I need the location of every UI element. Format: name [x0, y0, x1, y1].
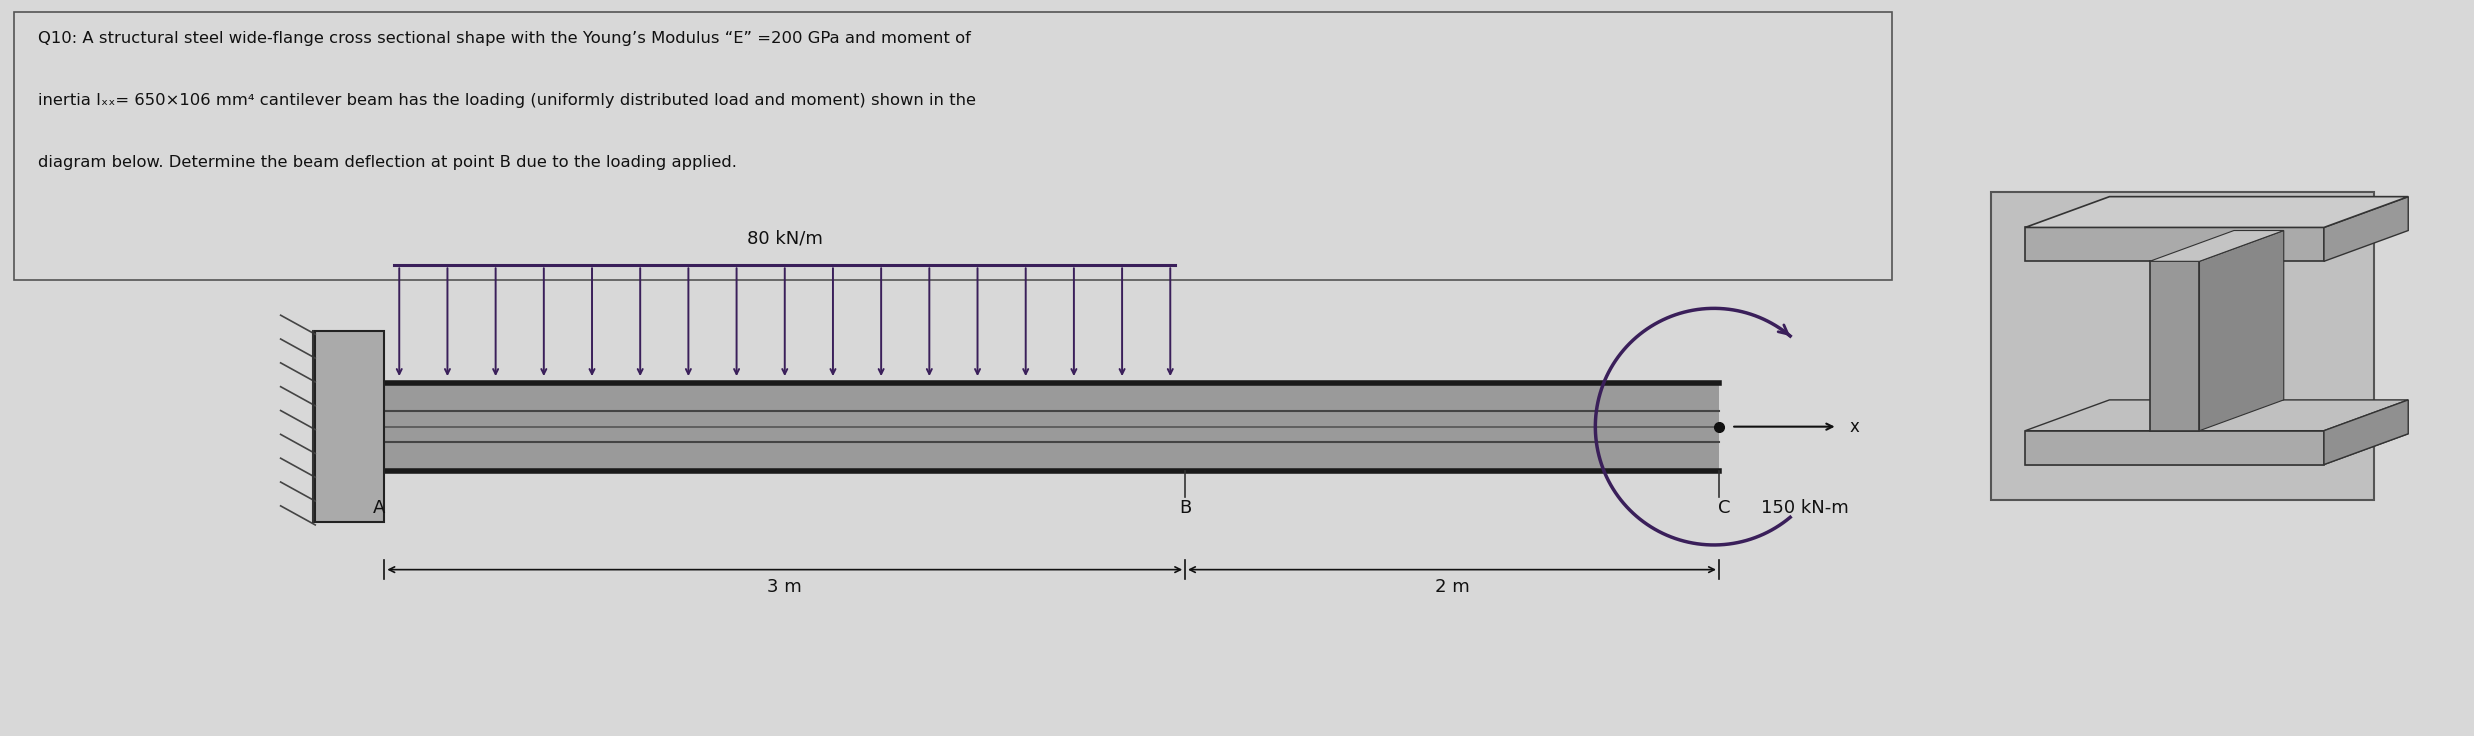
Bar [1992, 192, 2373, 500]
Polygon shape [2150, 261, 2199, 431]
Text: A: A [374, 498, 386, 517]
Text: B: B [1180, 498, 1190, 517]
Text: inertia Iₓₓ= 650×106 mm⁴ cantilever beam has the loading (uniformly distributed : inertia Iₓₓ= 650×106 mm⁴ cantilever beam… [40, 93, 977, 108]
Text: C: C [1717, 498, 1729, 517]
Text: Q10: A structural steel wide-flange cross sectional shape with the Young’s Modul: Q10: A structural steel wide-flange cros… [40, 31, 972, 46]
Polygon shape [2150, 230, 2284, 261]
Polygon shape [2026, 434, 2407, 464]
Polygon shape [2199, 230, 2284, 431]
Text: 3 m: 3 m [767, 578, 802, 596]
Polygon shape [2026, 400, 2407, 431]
Text: x: x [1851, 417, 1860, 436]
Polygon shape [2026, 197, 2407, 227]
Text: diagram below. Determine the beam deflection at point B due to the loading appli: diagram below. Determine the beam deflec… [40, 155, 737, 170]
Text: 80 kN/m: 80 kN/m [747, 229, 824, 247]
FancyBboxPatch shape [15, 13, 1893, 280]
Polygon shape [2323, 400, 2407, 464]
Bar [314, 331, 383, 522]
Text: 150 kN-m: 150 kN-m [1761, 498, 1848, 517]
Bar [383, 383, 1719, 470]
Polygon shape [2323, 197, 2407, 261]
Polygon shape [2026, 227, 2323, 261]
Polygon shape [2026, 431, 2323, 464]
Text: 2 m: 2 m [1435, 578, 1470, 596]
